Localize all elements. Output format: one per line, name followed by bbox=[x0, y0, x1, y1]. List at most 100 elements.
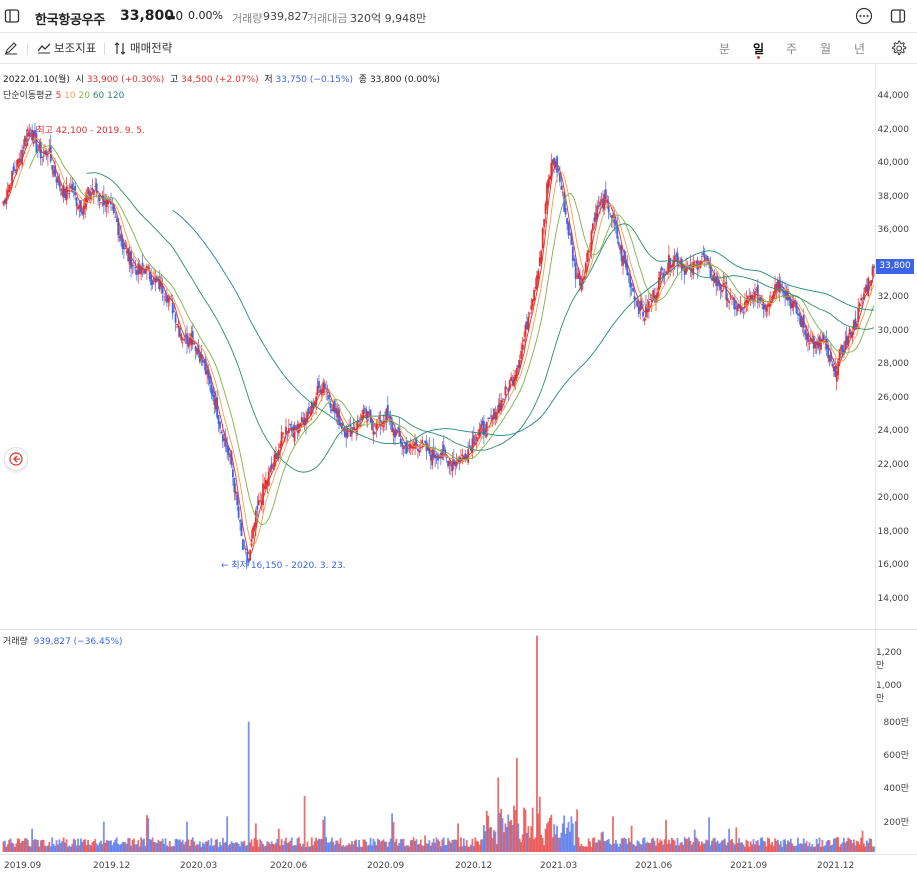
volume-bar bbox=[257, 846, 260, 852]
candle-body bbox=[101, 195, 104, 199]
candle-body bbox=[758, 298, 761, 300]
candle-body bbox=[266, 480, 269, 485]
candle-body bbox=[328, 394, 330, 400]
sidebar-toggle-icon[interactable] bbox=[4, 8, 20, 24]
volume-bar bbox=[794, 846, 797, 852]
volume-bar bbox=[870, 838, 873, 852]
volume-bar bbox=[744, 846, 746, 852]
volume-bar bbox=[42, 839, 45, 852]
volume-bar bbox=[308, 846, 310, 852]
volume-bar bbox=[844, 842, 847, 852]
candle-body bbox=[632, 288, 634, 292]
candle-body bbox=[444, 449, 447, 457]
volume-bar bbox=[607, 838, 610, 852]
candle-body bbox=[100, 202, 102, 204]
volume-bar bbox=[728, 828, 731, 852]
volume-bar bbox=[442, 837, 445, 852]
volume-bar bbox=[570, 816, 573, 852]
volume-bar bbox=[322, 819, 325, 852]
candle-body bbox=[642, 311, 644, 317]
candle-body bbox=[659, 271, 662, 281]
candle-body bbox=[257, 500, 260, 506]
stock-name[interactable]: 한국항공우주 bbox=[35, 13, 105, 28]
candle-body bbox=[254, 510, 257, 527]
candle-body bbox=[289, 423, 292, 426]
candle-body bbox=[619, 245, 622, 250]
candle-body bbox=[346, 427, 349, 438]
volume-bar bbox=[78, 845, 81, 852]
volume-bar bbox=[388, 841, 391, 852]
volume-bar bbox=[252, 846, 254, 852]
volume-bar bbox=[828, 840, 831, 852]
volume-bar bbox=[326, 842, 329, 852]
candle-body bbox=[240, 522, 243, 537]
ma-legend[interactable]: 단순이동평균 5 10 20 60 120 bbox=[3, 91, 125, 101]
candle-body bbox=[579, 276, 581, 286]
volume-bar bbox=[679, 842, 682, 852]
candle-body bbox=[594, 212, 597, 222]
volume-bar bbox=[818, 837, 821, 852]
volume-bar bbox=[365, 841, 368, 852]
volume-bar bbox=[733, 844, 736, 852]
candle-body bbox=[702, 252, 705, 256]
candle-body bbox=[814, 341, 817, 349]
period-month[interactable]: 월 bbox=[820, 42, 832, 56]
candle-body bbox=[280, 432, 283, 446]
scroll-back-button[interactable] bbox=[4, 447, 28, 471]
volume-bar bbox=[36, 839, 39, 852]
period-minute[interactable]: 분 bbox=[719, 42, 731, 56]
volume-bar bbox=[143, 838, 145, 852]
indicators-button[interactable]: 보조지표 bbox=[37, 40, 96, 56]
candle-body bbox=[326, 390, 329, 393]
gear-icon[interactable] bbox=[890, 40, 907, 57]
candle-body bbox=[382, 421, 385, 427]
candle-body bbox=[85, 195, 88, 203]
candle-body bbox=[316, 385, 319, 395]
period-day[interactable]: 일 bbox=[753, 42, 765, 56]
candle-body bbox=[504, 386, 507, 396]
candle-body bbox=[155, 276, 158, 281]
period-year[interactable]: 년 bbox=[854, 42, 866, 56]
volume-bar bbox=[91, 842, 94, 852]
candle-body bbox=[300, 417, 303, 422]
candle-body bbox=[28, 131, 31, 137]
candle-body bbox=[230, 451, 233, 466]
candle-body bbox=[742, 311, 745, 313]
candle-body bbox=[249, 549, 252, 561]
candle-body bbox=[501, 400, 504, 402]
volume-bar bbox=[11, 842, 13, 852]
candle-body bbox=[203, 361, 206, 364]
volume-bar bbox=[604, 841, 607, 852]
volume-bar bbox=[521, 834, 524, 852]
volume-bar bbox=[569, 831, 571, 852]
candle-body bbox=[801, 318, 804, 328]
candle-body bbox=[173, 311, 176, 313]
candle-body bbox=[16, 159, 19, 167]
panel-icon[interactable] bbox=[890, 8, 906, 24]
volume-bar bbox=[527, 826, 530, 852]
candle-body bbox=[729, 296, 732, 298]
volume-bar bbox=[427, 843, 429, 852]
volume-bar bbox=[247, 721, 250, 852]
volume-bar bbox=[457, 823, 459, 852]
volume-bar bbox=[508, 821, 511, 852]
period-week[interactable]: 주 bbox=[786, 42, 798, 56]
volume-bar bbox=[312, 845, 315, 852]
candle-body bbox=[223, 438, 226, 441]
candle-body bbox=[35, 133, 38, 153]
candle-body bbox=[665, 271, 667, 273]
volume-bar bbox=[282, 845, 285, 852]
more-icon[interactable] bbox=[855, 7, 873, 25]
volume-bar bbox=[623, 837, 626, 852]
volume-bar bbox=[597, 839, 600, 852]
pencil-icon[interactable] bbox=[4, 41, 18, 55]
volume-bar bbox=[543, 845, 546, 852]
volume-bar bbox=[567, 821, 570, 852]
strategy-button[interactable]: 매매전략 bbox=[114, 40, 172, 56]
candlestick-chart[interactable] bbox=[0, 64, 875, 629]
volume-bar bbox=[523, 807, 525, 852]
candle-body bbox=[670, 265, 673, 268]
volume-chart[interactable] bbox=[0, 630, 875, 854]
volume-bar bbox=[181, 839, 184, 852]
volume-bar bbox=[749, 841, 752, 852]
